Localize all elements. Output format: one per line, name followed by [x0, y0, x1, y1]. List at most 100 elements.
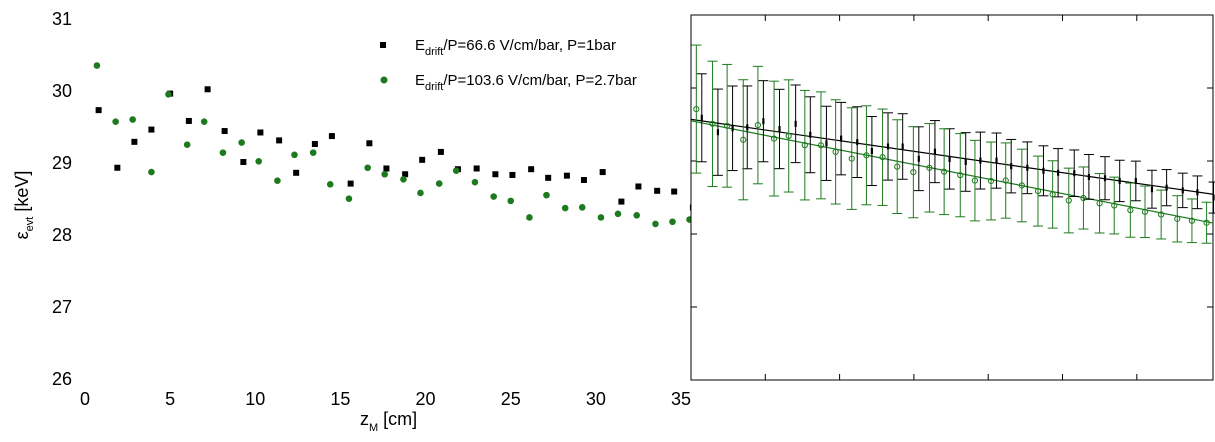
inset-series2-point-25 [1080, 194, 1087, 202]
series1-point-9 [257, 129, 264, 136]
legend-entry-series2-sub: drift [425, 81, 443, 93]
inset-series2-point-32 [1188, 217, 1196, 224]
inset-series2-point-6 [785, 132, 792, 140]
y-tick-label-30: 30 [52, 81, 72, 101]
series1-point-23 [509, 171, 516, 178]
inset-series2-point-7 [801, 142, 808, 149]
series1-point-30 [635, 183, 642, 190]
legend: Edrift/P=66.6 V/cm/bar, P=1bar Edrift/P=… [380, 37, 637, 93]
x-tick-label-20: 20 [416, 389, 436, 409]
inset-series2-point-30 [1158, 211, 1165, 218]
inset-panel [690, 14, 1214, 381]
series2-point-30 [633, 211, 641, 219]
series1-point-1 [114, 164, 121, 171]
series2-point-0 [93, 62, 101, 69]
series2-point-3 [148, 168, 155, 176]
series2-point-12 [309, 149, 317, 156]
inset-series2-point-11 [863, 152, 870, 159]
series2-point-25 [543, 191, 550, 199]
inset-series2-point-27 [1111, 202, 1118, 209]
series1-point-16 [383, 165, 390, 172]
inset-series2-point-29 [1141, 208, 1149, 215]
series2-point-6 [200, 118, 208, 125]
series2-point-16 [381, 170, 389, 178]
series2-point-28 [597, 214, 605, 221]
y-axis-label-main: ε [12, 231, 32, 239]
inset-series2-point-5 [770, 135, 778, 142]
inset-series2-point-10 [848, 155, 855, 162]
inset-series2-point-20 [1002, 177, 1009, 184]
inset-fit-lines [690, 118, 1214, 224]
inset-panel-ticks [691, 15, 1213, 380]
inset-points [693, 105, 1215, 226]
series1-point-22 [492, 171, 499, 178]
series1-point-28 [599, 169, 606, 176]
x-tick-labels: 0 5 10 15 20 25 30 35 [80, 389, 691, 409]
series2-point-4 [165, 91, 172, 98]
x-axis-label: zM [cm] [360, 409, 417, 434]
series2-point-10 [274, 177, 281, 185]
series1-point-10 [276, 137, 283, 144]
series2-point-5 [183, 141, 191, 149]
x-axis-label-sub: M [369, 422, 378, 434]
series1-point-11 [293, 169, 300, 176]
inset-series2-point-31 [1174, 215, 1181, 222]
inset-series2-point-26 [1096, 200, 1103, 207]
series2-point-2 [129, 116, 136, 123]
series1-point-3 [148, 126, 155, 133]
series1-point-24 [528, 166, 535, 173]
x-tick-label-15: 15 [330, 389, 350, 409]
legend-entry-series2-post: /P=103.6 V/cm/bar, P=2.7bar [443, 72, 636, 89]
series1-point-2 [131, 138, 138, 145]
fit-line-series2 [690, 120, 1214, 224]
y-axis-label-unit: [keV] [12, 171, 32, 217]
x-axis-label-unit: [cm] [378, 409, 417, 429]
series1-point-8 [240, 159, 247, 165]
inset-series2-point-28 [1127, 207, 1134, 214]
y-tick-label-27: 27 [52, 297, 72, 317]
series2-point-19 [435, 180, 443, 187]
series2-point-32 [669, 218, 676, 226]
y-tick-label-26: 26 [52, 369, 72, 389]
x-tick-label-25: 25 [501, 389, 521, 409]
series2-point-26 [561, 204, 569, 212]
series1-point-0 [95, 107, 102, 114]
inset-series2-point-23 [1049, 191, 1056, 198]
series2-point-8 [238, 139, 245, 146]
series2-point-15 [364, 164, 371, 172]
x-tick-label-30: 30 [586, 389, 606, 409]
series1-point-15 [366, 140, 373, 147]
series2-point-22 [490, 193, 497, 200]
series1-point-13 [328, 133, 335, 140]
series2-point-20 [452, 167, 460, 174]
inset-series2-point-13 [894, 163, 901, 170]
inset-series2-point-17 [957, 172, 964, 179]
series1-point-32 [671, 188, 678, 195]
inset-series2-point-18 [971, 177, 979, 184]
inset-series2-point-2 [724, 122, 731, 129]
fit-line-series1 [690, 118, 1214, 195]
inset-series2-point-14 [910, 169, 917, 176]
series2-point-11 [291, 151, 298, 159]
series1-point-12 [311, 141, 318, 147]
legend-entry-series1-pre: E [415, 37, 425, 54]
series1-point-31 [654, 187, 661, 194]
series1-point-14 [347, 180, 354, 187]
series1-point-19 [437, 148, 444, 155]
legend-marker-series2 [380, 76, 388, 84]
series1-point-25 [545, 174, 552, 181]
series1-point-7 [221, 128, 228, 135]
legend-entry-series2: Edrift/P=103.6 V/cm/bar, P=2.7bar [415, 72, 637, 93]
x-tick-label-0: 0 [80, 389, 90, 409]
inset-series2-point-0 [693, 105, 700, 113]
y-tick-labels: 26 27 28 29 30 31 [52, 9, 72, 389]
inset-series2-point-9 [832, 148, 839, 155]
series2-point-17 [400, 175, 407, 183]
inset-error-bars [691, 44, 1215, 244]
series2-point-21 [471, 178, 479, 186]
inset-series2-point-4 [754, 121, 762, 129]
inset-series2-point-19 [987, 177, 995, 185]
y-tick-label-31: 31 [52, 9, 72, 29]
series2-point-27 [578, 204, 586, 211]
